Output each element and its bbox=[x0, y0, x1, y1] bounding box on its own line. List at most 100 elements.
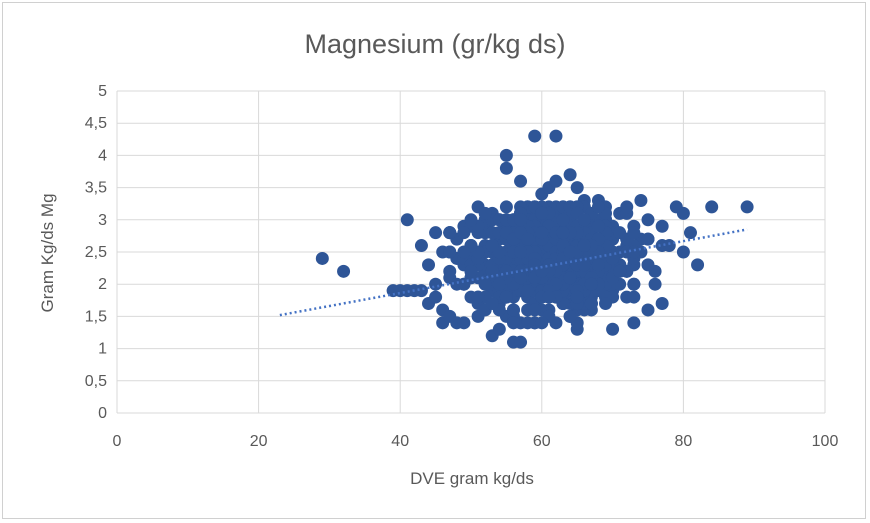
data-point bbox=[485, 239, 499, 253]
data-point bbox=[514, 245, 528, 259]
data-point bbox=[570, 181, 584, 195]
data-point bbox=[740, 200, 754, 214]
x-tick-label: 60 bbox=[533, 433, 551, 450]
data-point bbox=[457, 226, 471, 240]
data-point bbox=[641, 232, 655, 246]
data-point bbox=[648, 277, 662, 291]
data-point bbox=[655, 297, 669, 311]
data-point bbox=[400, 213, 414, 227]
data-point bbox=[499, 290, 513, 304]
data-point bbox=[627, 245, 641, 259]
x-tick-label: 40 bbox=[391, 433, 409, 450]
data-point bbox=[655, 219, 669, 233]
data-point bbox=[429, 226, 443, 240]
data-point bbox=[514, 174, 528, 188]
data-point bbox=[542, 290, 556, 304]
data-point bbox=[485, 297, 499, 311]
data-point bbox=[676, 245, 690, 259]
data-points bbox=[315, 129, 754, 349]
data-point bbox=[535, 316, 549, 330]
data-point bbox=[457, 316, 471, 330]
data-point bbox=[521, 284, 535, 298]
data-point bbox=[422, 258, 436, 272]
x-axis-label: DVE gram kg/ds bbox=[410, 469, 534, 488]
data-point bbox=[563, 271, 577, 285]
data-point bbox=[556, 213, 570, 227]
data-point bbox=[627, 316, 641, 330]
data-point bbox=[499, 161, 513, 175]
y-tick-label: 1,5 bbox=[85, 308, 107, 325]
data-point bbox=[627, 290, 641, 304]
data-point bbox=[464, 213, 478, 227]
data-point bbox=[641, 258, 655, 272]
data-point bbox=[478, 277, 492, 291]
data-point bbox=[705, 200, 719, 214]
data-point bbox=[471, 290, 485, 304]
data-point bbox=[556, 226, 570, 240]
data-point bbox=[492, 277, 506, 291]
data-point bbox=[627, 226, 641, 240]
data-point bbox=[414, 239, 428, 253]
data-point bbox=[591, 200, 605, 214]
data-point bbox=[429, 290, 443, 304]
data-point bbox=[577, 258, 591, 272]
y-axis-label: Gram Kg/ds Mg bbox=[38, 193, 57, 312]
data-point bbox=[591, 258, 605, 272]
data-point bbox=[535, 206, 549, 220]
data-point bbox=[599, 297, 613, 311]
data-point bbox=[662, 239, 676, 253]
data-point bbox=[584, 297, 598, 311]
data-point bbox=[337, 264, 351, 278]
data-point bbox=[414, 284, 428, 298]
y-tick-label: 4 bbox=[98, 147, 107, 164]
y-tick-label: 0 bbox=[98, 405, 107, 422]
data-point bbox=[514, 271, 528, 285]
y-tick-label: 1 bbox=[98, 341, 107, 358]
data-point bbox=[506, 303, 520, 317]
data-point bbox=[450, 277, 464, 291]
data-point bbox=[563, 168, 577, 182]
x-tick-label: 80 bbox=[675, 433, 693, 450]
data-point bbox=[606, 251, 620, 265]
data-point bbox=[535, 226, 549, 240]
data-point bbox=[641, 213, 655, 227]
x-tick-label: 20 bbox=[250, 433, 268, 450]
chart-title: Magnesium (gr/kg ds) bbox=[304, 29, 565, 59]
data-point bbox=[683, 226, 697, 240]
data-point bbox=[514, 335, 528, 349]
data-point bbox=[563, 245, 577, 259]
data-point bbox=[443, 226, 457, 240]
data-point bbox=[485, 264, 499, 278]
data-point bbox=[315, 251, 329, 265]
y-tick-label: 3,5 bbox=[85, 180, 107, 197]
data-point bbox=[676, 206, 690, 220]
data-point bbox=[521, 316, 535, 330]
y-tick-labels: 0 0,5 1 1,5 2 2,5 3 3,5 4 4,5 5 bbox=[85, 83, 107, 422]
trendline-layer bbox=[279, 228, 748, 317]
data-point bbox=[591, 219, 605, 233]
data-point bbox=[528, 129, 542, 143]
data-point bbox=[613, 226, 627, 240]
data-point bbox=[641, 303, 655, 317]
data-point bbox=[606, 322, 620, 336]
y-tick-label: 2 bbox=[98, 276, 107, 293]
data-point bbox=[563, 309, 577, 323]
y-tick-label: 2,5 bbox=[85, 244, 107, 261]
data-point bbox=[499, 148, 513, 162]
data-point bbox=[478, 206, 492, 220]
data-point bbox=[443, 245, 457, 259]
data-point bbox=[549, 174, 563, 188]
trendline bbox=[279, 228, 748, 317]
data-point bbox=[429, 277, 443, 291]
x-tick-label: 0 bbox=[113, 433, 122, 450]
data-point bbox=[506, 316, 520, 330]
data-point bbox=[492, 322, 506, 336]
y-tick-label: 3 bbox=[98, 212, 107, 229]
y-tick-label: 5 bbox=[98, 83, 107, 100]
data-point bbox=[570, 290, 584, 304]
data-point bbox=[691, 258, 705, 272]
data-point bbox=[627, 277, 641, 291]
scatter-chart: 0 0,5 1 1,5 2 2,5 3 3,5 4 4,5 5 0 20 40 60 80 100 Magne… bbox=[38, 29, 838, 488]
data-point bbox=[634, 193, 648, 207]
